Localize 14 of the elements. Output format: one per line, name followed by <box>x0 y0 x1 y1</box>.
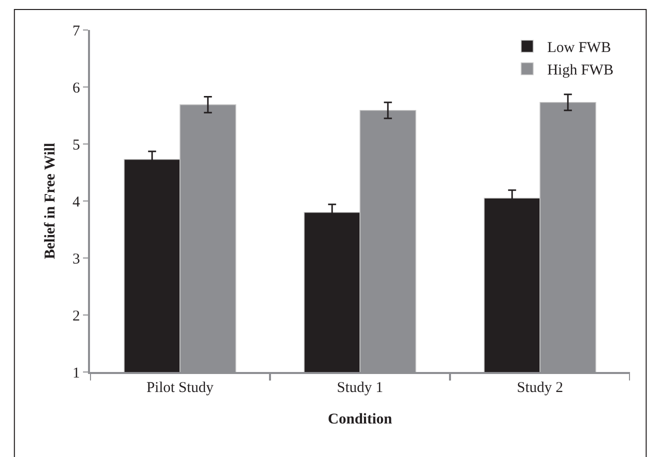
x-tick-label: Pilot Study <box>146 380 214 396</box>
y-tick-label: 6 <box>72 80 80 96</box>
legend-label: High FWB <box>547 62 614 79</box>
y-tick-label: 3 <box>72 251 80 268</box>
y-tick-label: 2 <box>72 308 80 324</box>
y-axis-title: Belief in Free Will <box>42 142 58 260</box>
x-tick-label: Study 2 <box>516 380 564 396</box>
y-tick-label: 4 <box>72 194 80 210</box>
x-tick-label: Study 1 <box>336 380 384 396</box>
y-tick-label: 5 <box>72 137 80 154</box>
x-axis-title: Condition <box>328 412 393 428</box>
legend-label: Low FWB <box>547 40 611 56</box>
y-tick-label: 1 <box>72 365 80 382</box>
y-tick-label: 7 <box>72 23 80 40</box>
